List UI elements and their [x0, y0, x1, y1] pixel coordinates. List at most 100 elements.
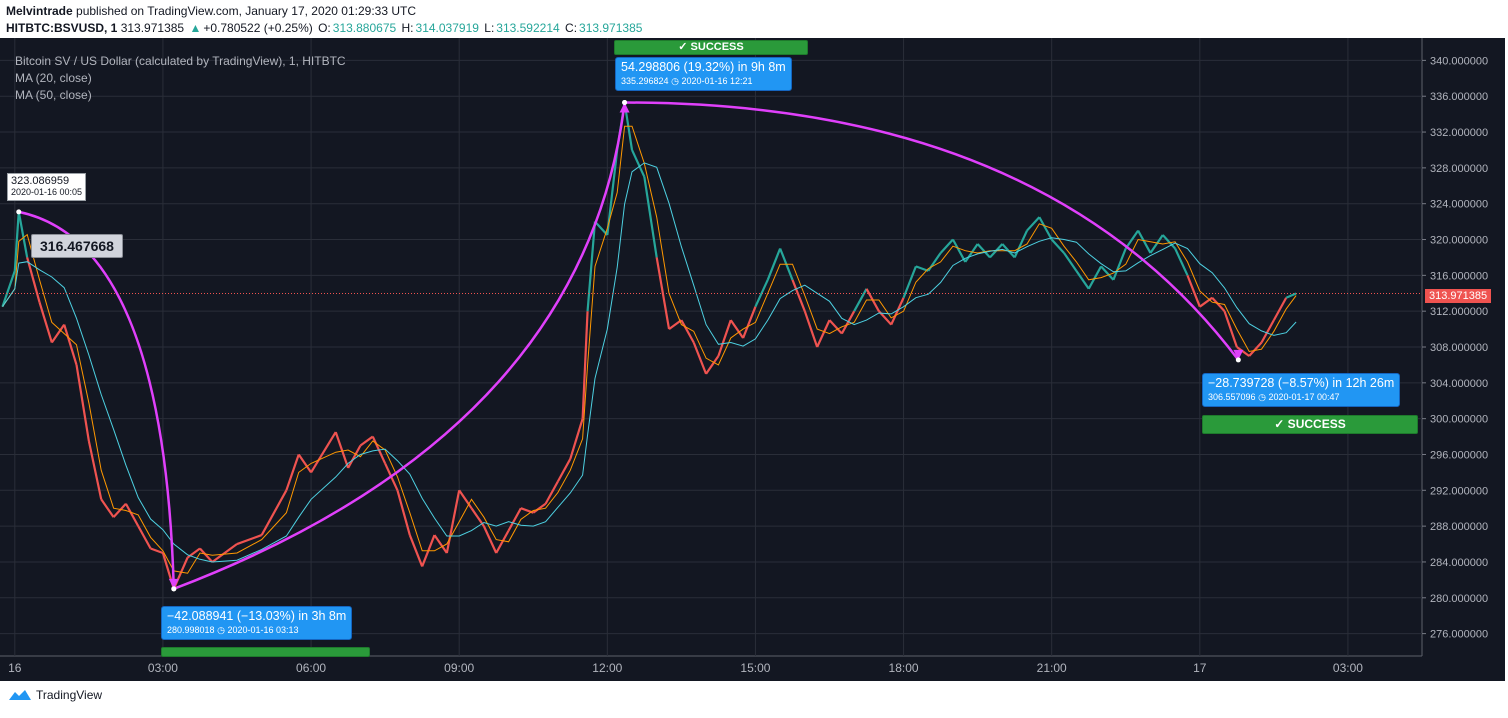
price-segment — [1038, 216, 1053, 241]
y-tick-label: 276.000000 — [1430, 629, 1488, 641]
x-tick-label: 06:00 — [296, 661, 326, 675]
footer: TradingView — [8, 688, 102, 702]
x-tick-label: 17 — [1193, 661, 1207, 675]
price-segment — [729, 319, 744, 339]
price-segment — [260, 489, 288, 536]
legend-title: Bitcoin SV / US Dollar (calculated by Tr… — [15, 54, 346, 68]
legend-ma50[interactable]: MA (50, close) — [15, 88, 92, 102]
price-segment — [396, 490, 411, 536]
high-label: H: — [401, 21, 414, 35]
price-segment — [297, 453, 312, 474]
price-segment — [63, 324, 78, 366]
y-tick-label: 304.000000 — [1430, 378, 1488, 390]
price-segment — [791, 279, 806, 312]
start-price: 323.086959 — [11, 175, 70, 187]
price-segment — [408, 534, 424, 567]
price-segment — [482, 525, 498, 554]
price-segment — [1236, 346, 1250, 357]
price-segment — [347, 444, 362, 469]
price-segment — [124, 503, 140, 527]
price-segment — [1063, 252, 1078, 272]
y-tick-label: 288.000000 — [1430, 521, 1488, 533]
price-segment — [17, 211, 29, 258]
price-segment — [236, 534, 263, 546]
price-segment — [1, 270, 16, 308]
price-segment — [1087, 265, 1103, 290]
measure-arc — [173, 102, 626, 591]
price-segment — [1161, 234, 1176, 250]
rise-measure-sub: 335.296824 ◷ 2020-01-16 12:21 — [621, 75, 786, 88]
time-axis[interactable] — [0, 656, 1505, 681]
y-tick-label: 324.000000 — [1430, 199, 1488, 211]
x-tick-label: 09:00 — [444, 661, 474, 675]
price-segment — [50, 323, 66, 344]
price-segment — [1272, 297, 1288, 321]
y-tick-label: 312.000000 — [1430, 306, 1488, 318]
y-tick-label: 332.000000 — [1430, 127, 1488, 139]
last-price-header: 313.971385 — [120, 21, 185, 35]
measure-end-point[interactable] — [1235, 357, 1241, 363]
rise-sub-time: 2020-01-16 12:21 — [681, 76, 753, 86]
legend-ma20[interactable]: MA (20, close) — [15, 71, 92, 85]
publisher-name[interactable]: Melvintrade — [6, 4, 73, 18]
price-segment — [594, 220, 609, 236]
measure-start-point[interactable] — [622, 100, 628, 106]
drop2-measure-text: −28.739728 (−8.57%) in 12h 26m — [1208, 376, 1395, 390]
drop1-sub-price: 280.998018 — [167, 625, 215, 635]
close-value: 313.971385 — [579, 21, 643, 35]
low-label: L: — [484, 21, 495, 35]
price-segment — [766, 248, 782, 281]
price-segment — [939, 238, 954, 254]
plot-background — [0, 38, 1505, 681]
rise-measure-box[interactable]: 54.298806 (19.32%) in 9h 8m 335.296824 ◷… — [615, 57, 792, 91]
drop2-measure-box[interactable]: −28.739728 (−8.57%) in 12h 26m 306.55709… — [1202, 373, 1401, 407]
success-badge-bottom — [161, 647, 370, 657]
price-segment — [75, 364, 90, 442]
price-segment — [150, 547, 164, 555]
x-tick-label: 16 — [8, 661, 22, 675]
up-arrow-icon: ▲ — [189, 21, 202, 35]
clock-icon: ◷ — [671, 76, 679, 86]
price-segment — [890, 297, 905, 326]
price-segment — [310, 431, 337, 473]
price-segment — [433, 534, 448, 554]
price-segment — [1248, 341, 1263, 357]
measure-start-point[interactable] — [171, 586, 177, 592]
publish-line: Melvintrade published on TradingView.com… — [6, 4, 416, 18]
price-axis[interactable] — [1422, 38, 1505, 656]
y-tick-label: 316.000000 — [1430, 270, 1488, 282]
change-value: +0.780522 (+0.25%) — [203, 21, 313, 35]
symbol-label: HITBTC:BSVUSD, 1 — [6, 21, 118, 35]
y-tick-label: 292.000000 — [1430, 485, 1488, 497]
price-callout[interactable]: 316.467668 — [31, 234, 123, 258]
price-segment — [199, 547, 214, 563]
price-segment — [1285, 292, 1297, 299]
ma50-line — [2, 162, 1297, 563]
footer-brand[interactable]: TradingView — [36, 688, 103, 702]
x-tick-label: 03:00 — [148, 661, 178, 675]
drop1-measure-box[interactable]: −42.088941 (−13.03%) in 3h 8m 280.998018… — [161, 606, 353, 640]
success-badge-right: ✓ SUCCESS — [1202, 415, 1418, 434]
price-segment — [717, 319, 732, 357]
price-segment — [631, 149, 646, 178]
drop2-sub-price: 306.557096 — [1208, 392, 1256, 402]
drop1-measure-sub: 280.998018 ◷ 2020-01-16 03:13 — [167, 624, 346, 637]
measure-start-point[interactable] — [16, 209, 22, 215]
open-value: 313.880675 — [332, 21, 397, 35]
price-segment — [112, 502, 127, 518]
clock-icon: ◷ — [1258, 392, 1266, 402]
price-segment — [976, 243, 991, 259]
x-tick-label: 21:00 — [1037, 661, 1067, 675]
drop1-sub-time: 2020-01-16 03:13 — [227, 625, 299, 635]
arrowhead-icon — [168, 578, 179, 589]
price-segment — [951, 238, 967, 263]
published-text: published on TradingView.com, January 17… — [72, 4, 417, 18]
clock-icon: ◷ — [217, 625, 225, 635]
price-segment — [458, 489, 473, 509]
y-tick-label: 300.000000 — [1430, 414, 1488, 426]
price-segment — [569, 418, 584, 460]
price-segment — [1174, 248, 1189, 276]
price-segment — [680, 319, 695, 344]
ohlc-line: HITBTC:BSVUSD, 1 313.971385 ▲ +0.780522 (… — [6, 21, 644, 35]
